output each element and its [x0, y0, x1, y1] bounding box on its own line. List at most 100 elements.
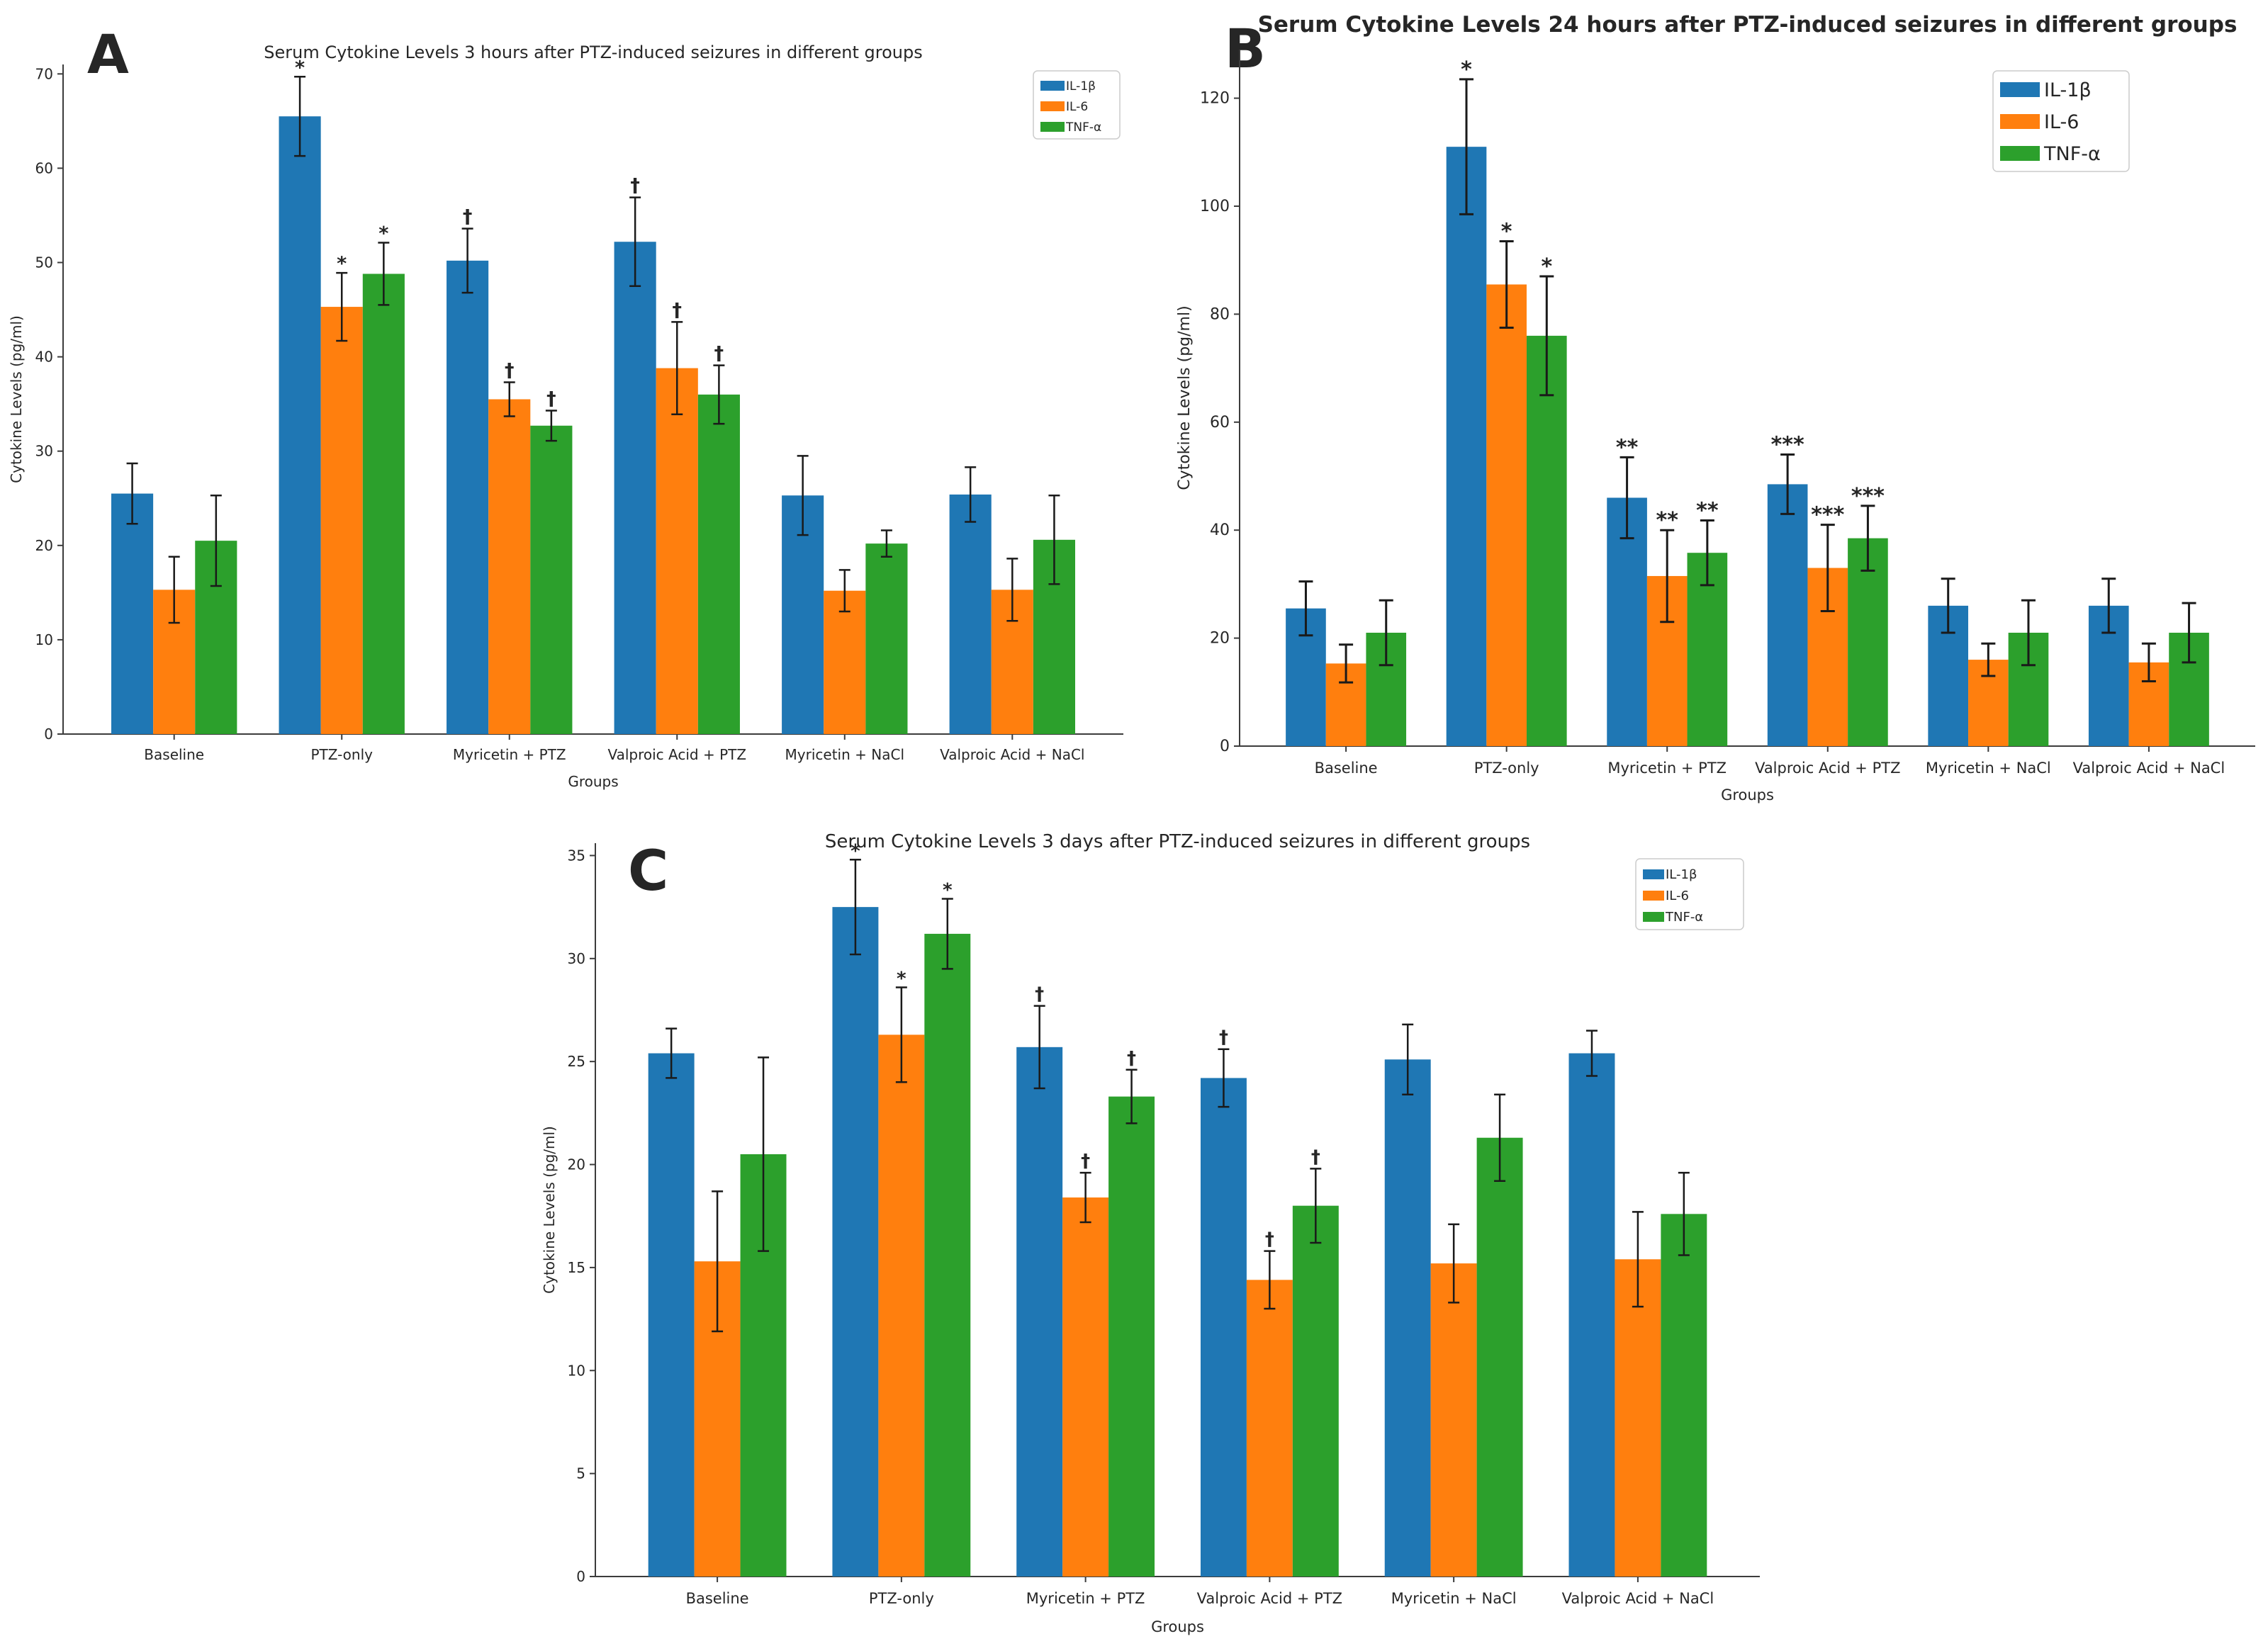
x-axis-label: Groups [1721, 786, 1774, 803]
significance-marker: † [673, 299, 683, 321]
significance-marker: † [1081, 1151, 1090, 1172]
legend-label: IL-6 [2044, 111, 2079, 133]
significance-marker: *** [1851, 484, 1885, 509]
significance-marker: * [943, 879, 953, 901]
y-tick-label: 40 [35, 349, 53, 366]
significance-marker: † [1219, 1027, 1228, 1049]
significance-marker: ** [1656, 508, 1679, 533]
y-tick-label: 70 [35, 65, 53, 82]
y-axis-label: Cytokine Levels (pg/ml) [541, 1126, 558, 1294]
bar [1767, 484, 1808, 746]
bar [1292, 1205, 1339, 1577]
significance-marker: ** [1616, 435, 1639, 460]
significance-marker: * [378, 223, 388, 245]
bar [656, 368, 698, 734]
significance-marker: † [1127, 1048, 1136, 1069]
bar [824, 590, 866, 734]
significance-marker: † [1265, 1229, 1274, 1251]
panel-title: Serum Cytokine Levels 24 hours after PTZ… [1258, 12, 2238, 38]
y-axis-label: Cytokine Levels (pg/ml) [8, 315, 25, 483]
legend-swatch [1643, 912, 1664, 922]
y-tick-label: 5 [576, 1465, 585, 1482]
legend-swatch [1040, 122, 1065, 132]
x-tick-label: Valproic Acid + NaCl [940, 746, 1084, 763]
legend: IL-1β IL-6 TNF-α [1635, 858, 1744, 930]
y-tick-label: 60 [1210, 414, 1230, 432]
legend-swatch [1040, 81, 1065, 91]
panel-A: A Serum Cytokine Levels 3 hours after PTZ… [8, 23, 1123, 790]
x-tick-label: Myricetin + NaCl [785, 746, 904, 763]
bar [362, 274, 405, 734]
significance-marker: * [1541, 254, 1552, 279]
x-tick-label: Baseline [1315, 760, 1378, 777]
panel-title: Serum Cytokine Levels 3 days after PTZ-i… [825, 831, 1530, 852]
x-tick-label: Valproic Acid + PTZ [1755, 760, 1900, 777]
legend: IL-1β IL-6 TNF-α [1992, 70, 2130, 172]
legend-label: TNF-α [1065, 120, 1101, 135]
significance-marker: * [295, 57, 305, 79]
significance-marker: *** [1771, 433, 1804, 458]
y-tick-label: 60 [35, 159, 53, 176]
significance-marker: * [1461, 57, 1472, 82]
bar [1446, 147, 1487, 747]
bar [1246, 1280, 1293, 1577]
significance-marker: * [337, 253, 347, 275]
bar [1476, 1137, 1523, 1577]
legend-swatch [2000, 82, 2040, 97]
significance-marker: † [546, 388, 556, 410]
bar [832, 907, 879, 1577]
legend-swatch [1643, 891, 1664, 901]
significance-marker: † [463, 206, 473, 228]
y-tick-label: 25 [568, 1053, 585, 1070]
bar [1486, 284, 1527, 746]
y-tick-label: 40 [1210, 521, 1230, 539]
legend-label: IL-1β [1066, 79, 1096, 94]
x-tick-label: Myricetin + PTZ [1607, 760, 1727, 777]
y-tick-label: 20 [568, 1156, 585, 1173]
legend-label: IL-1β [1666, 867, 1697, 882]
significance-marker: † [1035, 984, 1044, 1005]
bar [111, 493, 154, 734]
legend: IL-1β IL-6 TNF-α [1033, 70, 1121, 140]
panel-letter: A [87, 23, 129, 86]
y-tick-label: 80 [1210, 305, 1230, 323]
panel-letter: C [628, 840, 668, 903]
bar [488, 399, 531, 734]
y-tick-label: 15 [568, 1259, 585, 1276]
legend-swatch [1040, 101, 1065, 111]
bar [1526, 335, 1567, 746]
significance-marker: * [850, 840, 860, 862]
x-axis-label: Groups [1151, 1618, 1204, 1635]
x-tick-label: Baseline [686, 1590, 749, 1607]
legend-label: IL-1β [2044, 79, 2092, 101]
x-axis-label: Groups [568, 773, 618, 790]
legend-swatch [1643, 869, 1664, 879]
significance-marker: † [630, 175, 640, 197]
bar [1062, 1197, 1109, 1577]
bar [1615, 1259, 1661, 1577]
bar [614, 242, 656, 734]
x-tick-label: Myricetin + NaCl [1926, 760, 2051, 777]
y-tick-label: 0 [576, 1568, 585, 1585]
y-tick-label: 50 [35, 254, 53, 271]
panel-title: Serum Cytokine Levels 3 hours after PTZ-… [264, 43, 922, 62]
x-tick-label: PTZ-only [869, 1590, 934, 1607]
legend-label: TNF-α [1665, 910, 1703, 925]
bar [447, 260, 489, 734]
legend-swatch [2000, 146, 2040, 161]
bar [1661, 1214, 1707, 1577]
significance-marker: † [505, 360, 515, 382]
significance-marker: † [1311, 1146, 1320, 1168]
y-tick-label: 30 [35, 443, 53, 460]
bar [1848, 538, 1888, 746]
bar [320, 307, 363, 735]
x-tick-label: Myricetin + NaCl [1391, 1590, 1517, 1607]
bar [949, 494, 992, 734]
y-tick-label: 20 [1210, 630, 1230, 648]
bar [697, 394, 740, 734]
panel-letter: B [1225, 17, 1266, 80]
legend-label: TNF-α [2043, 143, 2101, 165]
bar [1384, 1059, 1431, 1577]
